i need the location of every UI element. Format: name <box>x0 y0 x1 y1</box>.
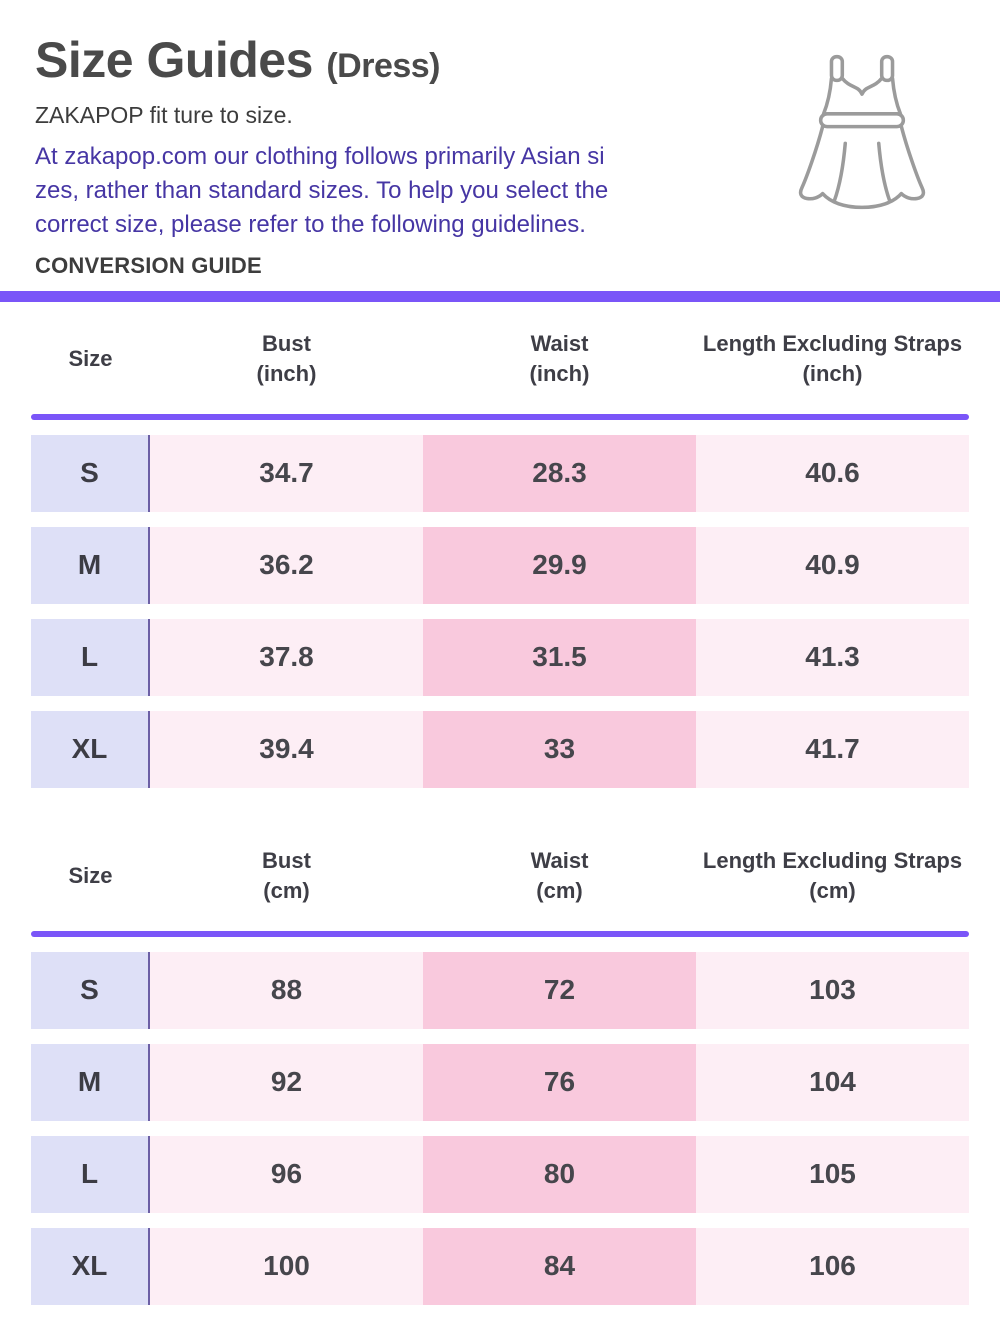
header-cell-bust: Bust (inch) <box>150 329 423 389</box>
cell-length: 40.9 <box>696 526 969 604</box>
cell-length: 104 <box>696 1043 969 1121</box>
header-label: Waist <box>530 847 589 873</box>
table-row-l: L 96 80 105 <box>31 1135 969 1213</box>
cell-bust: 34.7 <box>150 434 423 512</box>
cell-waist: 29.9 <box>423 526 696 604</box>
header-unit: (inch) <box>256 360 317 386</box>
cell-length: 106 <box>696 1227 969 1305</box>
description-line: zes, rather than standard sizes. To help… <box>35 176 609 204</box>
header-cell-length: Length Excluding Straps (cm) <box>696 846 969 906</box>
header-label: Length Excluding Straps <box>702 330 963 356</box>
table-header-row: Size Bust (inch) Waist (inch) Length Exc… <box>31 302 969 414</box>
dress-icon <box>798 52 926 216</box>
cell-size: L <box>31 1135 150 1213</box>
dress-outline-icon <box>798 54 926 210</box>
header-underline <box>31 930 969 937</box>
header-cell-size: Size <box>31 861 150 891</box>
cell-size: L <box>31 618 150 696</box>
accent-divider-bar <box>0 290 1000 302</box>
cell-length: 41.3 <box>696 618 969 696</box>
cell-bust: 92 <box>150 1043 423 1121</box>
page-title-suffix: (Dress) <box>326 47 441 85</box>
cell-waist: 76 <box>423 1043 696 1121</box>
cell-waist: 72 <box>423 951 696 1029</box>
cell-size: M <box>31 1043 150 1121</box>
cell-size: XL <box>31 1227 150 1305</box>
cell-bust: 37.8 <box>150 618 423 696</box>
description-line: At zakapop.com our clothing follows prim… <box>35 142 605 170</box>
cell-size: S <box>31 434 150 512</box>
header-unit: (cm) <box>809 877 856 903</box>
cell-waist: 33 <box>423 710 696 788</box>
table-row-s: S 34.7 28.3 40.6 <box>31 434 969 512</box>
cell-bust: 96 <box>150 1135 423 1213</box>
table-row-m: M 92 76 104 <box>31 1043 969 1121</box>
header-label: Size <box>68 345 113 371</box>
header-cell-waist: Waist (cm) <box>423 846 696 906</box>
cell-waist: 84 <box>423 1227 696 1305</box>
sizing-description: At zakapop.com our clothing follows prim… <box>35 140 965 242</box>
header-unit: (inch) <box>802 360 863 386</box>
cell-bust: 39.4 <box>150 710 423 788</box>
header-cell-size: Size <box>31 344 150 374</box>
header-label: Waist <box>530 330 589 356</box>
cell-waist: 31.5 <box>423 618 696 696</box>
cell-size: S <box>31 951 150 1029</box>
cell-bust: 100 <box>150 1227 423 1305</box>
page-header: Size Guides (Dress) ZAKAPOP fit ture to … <box>0 0 1000 279</box>
header-cell-length: Length Excluding Straps (inch) <box>696 329 969 389</box>
header-cell-waist: Waist (inch) <box>423 329 696 389</box>
header-unit: (cm) <box>536 877 583 903</box>
cell-size: XL <box>31 710 150 788</box>
header-unit: (inch) <box>529 360 590 386</box>
header-cell-bust: Bust (cm) <box>150 846 423 906</box>
description-line: correct size, please refer to the follow… <box>35 210 586 238</box>
header-label: Bust <box>262 330 311 356</box>
header-label: Size <box>68 862 113 888</box>
table-row-l: L 37.8 31.5 41.3 <box>31 618 969 696</box>
cell-size: M <box>31 526 150 604</box>
table-row-m: M 36.2 29.9 40.9 <box>31 526 969 604</box>
header-label: Length Excluding Straps <box>702 847 963 873</box>
conversion-guide-label: CONVERSION GUIDE <box>35 252 262 278</box>
cell-bust: 36.2 <box>150 526 423 604</box>
size-table-inch: Size Bust (inch) Waist (inch) Length Exc… <box>31 302 969 788</box>
cell-length: 105 <box>696 1135 969 1213</box>
conversion-tables: Size Bust (inch) Waist (inch) Length Exc… <box>0 302 1000 1305</box>
page-title: Size Guides (Dress) <box>35 34 965 87</box>
cell-bust: 88 <box>150 951 423 1029</box>
table-row-xl: XL 100 84 106 <box>31 1227 969 1305</box>
header-underline <box>31 413 969 420</box>
cell-waist: 80 <box>423 1135 696 1213</box>
header-label: Bust <box>262 847 311 873</box>
page-title-text: Size Guides <box>35 32 313 88</box>
cell-length: 103 <box>696 951 969 1029</box>
size-table-cm: Size Bust (cm) Waist (cm) Length Excludi… <box>31 788 969 1305</box>
table-row-xl: XL 39.4 33 41.7 <box>31 710 969 788</box>
header-unit: (cm) <box>263 877 310 903</box>
fit-note: ZAKAPOP fit ture to size. <box>35 101 293 128</box>
table-row-s: S 88 72 103 <box>31 951 969 1029</box>
cell-length: 41.7 <box>696 710 969 788</box>
cell-waist: 28.3 <box>423 434 696 512</box>
cell-length: 40.6 <box>696 434 969 512</box>
table-header-row: Size Bust (cm) Waist (cm) Length Excludi… <box>31 788 969 931</box>
